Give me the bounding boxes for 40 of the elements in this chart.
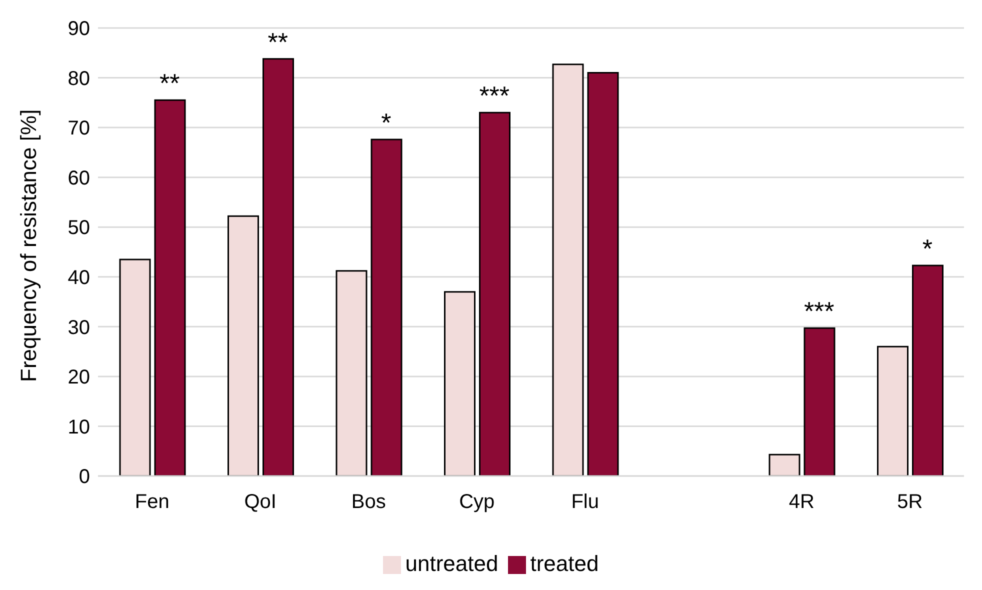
annotation: ** — [160, 68, 180, 98]
y-tick-label: 30 — [68, 316, 90, 339]
bar — [587, 72, 619, 476]
bar — [552, 64, 584, 476]
x-tick-label: Bos — [351, 491, 386, 514]
annotation: *** — [804, 296, 834, 326]
y-tick-label: 0 — [78, 466, 90, 488]
annotation: * — [922, 233, 932, 264]
x-tick-label: Cyp — [459, 491, 495, 514]
y-tick-label: 50 — [68, 217, 90, 240]
x-tick-label: Fen — [134, 491, 170, 514]
bar — [912, 264, 944, 476]
y-tick-label: 70 — [68, 118, 90, 140]
annotation: *** — [479, 80, 510, 111]
x-tick-label: QoI — [244, 491, 276, 514]
bar — [228, 215, 259, 476]
x-tick-label: 4R — [788, 491, 814, 514]
annotation: * — [381, 108, 392, 138]
bar — [479, 112, 510, 476]
bar — [336, 270, 368, 476]
bar — [119, 258, 151, 476]
bar — [262, 58, 294, 476]
bar — [444, 291, 476, 476]
y-tick-label: 90 — [68, 18, 90, 40]
legend-label: treated — [530, 551, 599, 576]
y-tick-label: 20 — [68, 366, 90, 389]
y-tick-label: 10 — [68, 416, 90, 438]
bar — [877, 346, 908, 476]
x-tick-label: Flu — [571, 491, 600, 514]
y-axis-title: Frequency of resistance [%] — [16, 109, 41, 382]
x-tick-label: 5R — [897, 491, 923, 514]
legend-label: untreated — [405, 551, 498, 576]
bar — [768, 454, 800, 476]
bar — [370, 138, 402, 476]
y-tick-label: 60 — [68, 167, 90, 190]
y-tick-label: 40 — [68, 266, 90, 289]
bar — [154, 99, 186, 476]
annotation: ** — [268, 26, 288, 57]
y-tick-label: 80 — [68, 68, 90, 90]
bar — [804, 327, 836, 476]
